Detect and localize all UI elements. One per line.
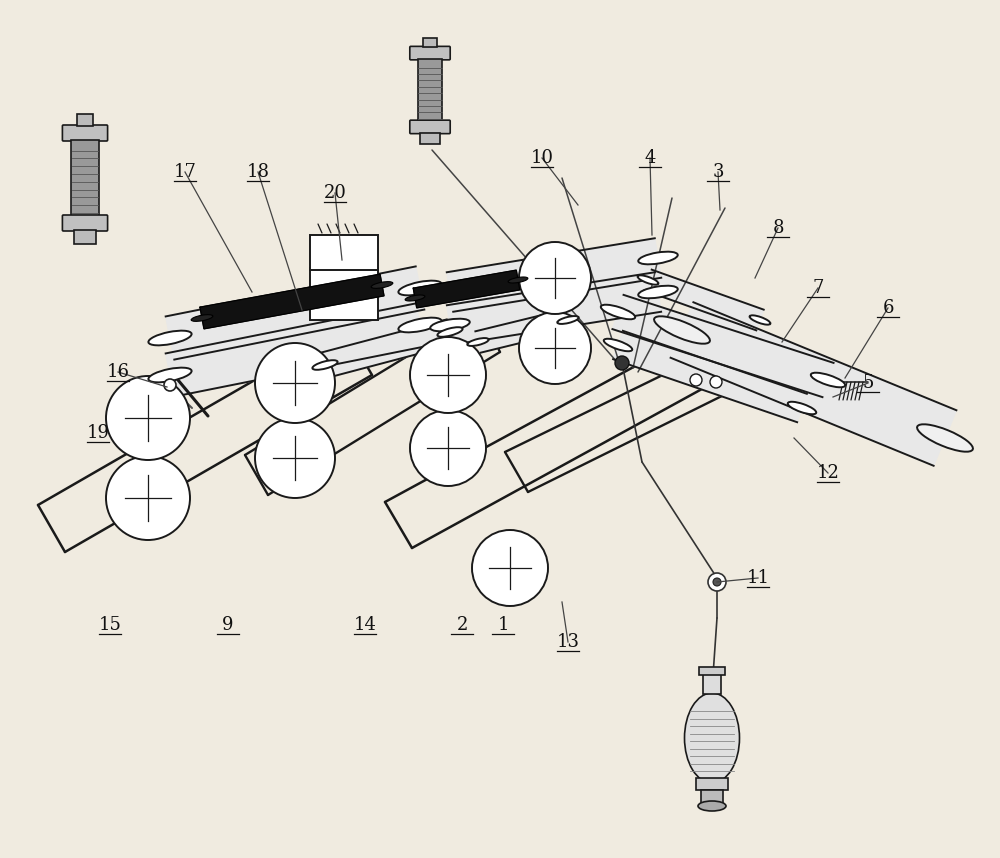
Circle shape — [255, 343, 335, 423]
Text: 5: 5 — [862, 374, 874, 392]
Polygon shape — [475, 310, 571, 353]
Polygon shape — [322, 319, 453, 378]
Circle shape — [690, 374, 702, 386]
Polygon shape — [447, 272, 661, 345]
Ellipse shape — [398, 281, 442, 295]
Circle shape — [519, 312, 591, 384]
Ellipse shape — [371, 281, 393, 288]
Text: 15: 15 — [99, 616, 121, 634]
Bar — [696, 778, 728, 790]
Polygon shape — [166, 304, 424, 396]
Ellipse shape — [557, 316, 579, 324]
Circle shape — [106, 456, 190, 540]
Circle shape — [710, 376, 722, 388]
Polygon shape — [671, 302, 956, 466]
Text: 17: 17 — [174, 163, 196, 181]
Bar — [71, 140, 99, 216]
Text: 18: 18 — [246, 163, 270, 181]
Bar — [703, 674, 721, 694]
Text: 8: 8 — [772, 219, 784, 237]
Ellipse shape — [750, 316, 770, 324]
Ellipse shape — [638, 251, 678, 264]
FancyBboxPatch shape — [410, 120, 450, 134]
Text: 2: 2 — [456, 616, 468, 634]
FancyBboxPatch shape — [62, 215, 108, 231]
Polygon shape — [644, 269, 764, 330]
FancyBboxPatch shape — [62, 125, 108, 141]
Circle shape — [410, 410, 486, 486]
Ellipse shape — [811, 372, 845, 387]
Bar — [420, 133, 440, 144]
Polygon shape — [166, 267, 424, 360]
Polygon shape — [612, 295, 834, 397]
Circle shape — [713, 578, 721, 586]
Ellipse shape — [601, 305, 635, 319]
Ellipse shape — [191, 315, 213, 322]
Text: 14: 14 — [354, 616, 376, 634]
Text: 9: 9 — [222, 616, 234, 634]
Ellipse shape — [684, 693, 740, 783]
Ellipse shape — [508, 277, 528, 283]
Circle shape — [106, 376, 190, 460]
Ellipse shape — [437, 327, 463, 337]
Circle shape — [472, 530, 548, 606]
Bar — [74, 230, 96, 244]
Bar — [701, 790, 723, 804]
Ellipse shape — [788, 402, 816, 414]
Bar — [310, 268, 378, 320]
Bar — [77, 114, 93, 126]
Text: 6: 6 — [882, 299, 894, 317]
Ellipse shape — [148, 368, 192, 383]
Polygon shape — [200, 275, 384, 329]
Text: 20: 20 — [324, 184, 346, 202]
Ellipse shape — [638, 286, 678, 299]
Ellipse shape — [917, 425, 973, 451]
Circle shape — [255, 418, 335, 498]
Text: 13: 13 — [556, 633, 580, 651]
Bar — [699, 667, 725, 675]
Bar — [418, 59, 442, 121]
Ellipse shape — [430, 286, 470, 299]
Circle shape — [615, 356, 629, 370]
Text: 11: 11 — [746, 569, 770, 587]
Text: 1: 1 — [497, 616, 509, 634]
Ellipse shape — [148, 330, 192, 345]
Ellipse shape — [638, 275, 658, 285]
Bar — [423, 38, 437, 47]
Text: 3: 3 — [712, 163, 724, 181]
Ellipse shape — [698, 801, 726, 811]
Ellipse shape — [654, 317, 710, 344]
Circle shape — [708, 573, 726, 591]
Bar — [310, 235, 378, 270]
Text: 12: 12 — [817, 464, 839, 482]
Text: 4: 4 — [644, 149, 656, 167]
Polygon shape — [613, 331, 807, 422]
Circle shape — [164, 379, 176, 391]
Circle shape — [519, 242, 591, 314]
Ellipse shape — [604, 339, 632, 351]
Circle shape — [410, 337, 486, 413]
Polygon shape — [447, 239, 661, 311]
Ellipse shape — [398, 317, 442, 332]
Ellipse shape — [467, 338, 489, 346]
Ellipse shape — [312, 360, 338, 370]
Text: 19: 19 — [87, 424, 110, 442]
FancyBboxPatch shape — [410, 46, 450, 60]
Ellipse shape — [405, 295, 425, 301]
Text: 10: 10 — [530, 149, 554, 167]
Text: 16: 16 — [106, 363, 130, 381]
Text: 7: 7 — [812, 279, 824, 297]
Ellipse shape — [430, 318, 470, 331]
Polygon shape — [413, 270, 520, 308]
